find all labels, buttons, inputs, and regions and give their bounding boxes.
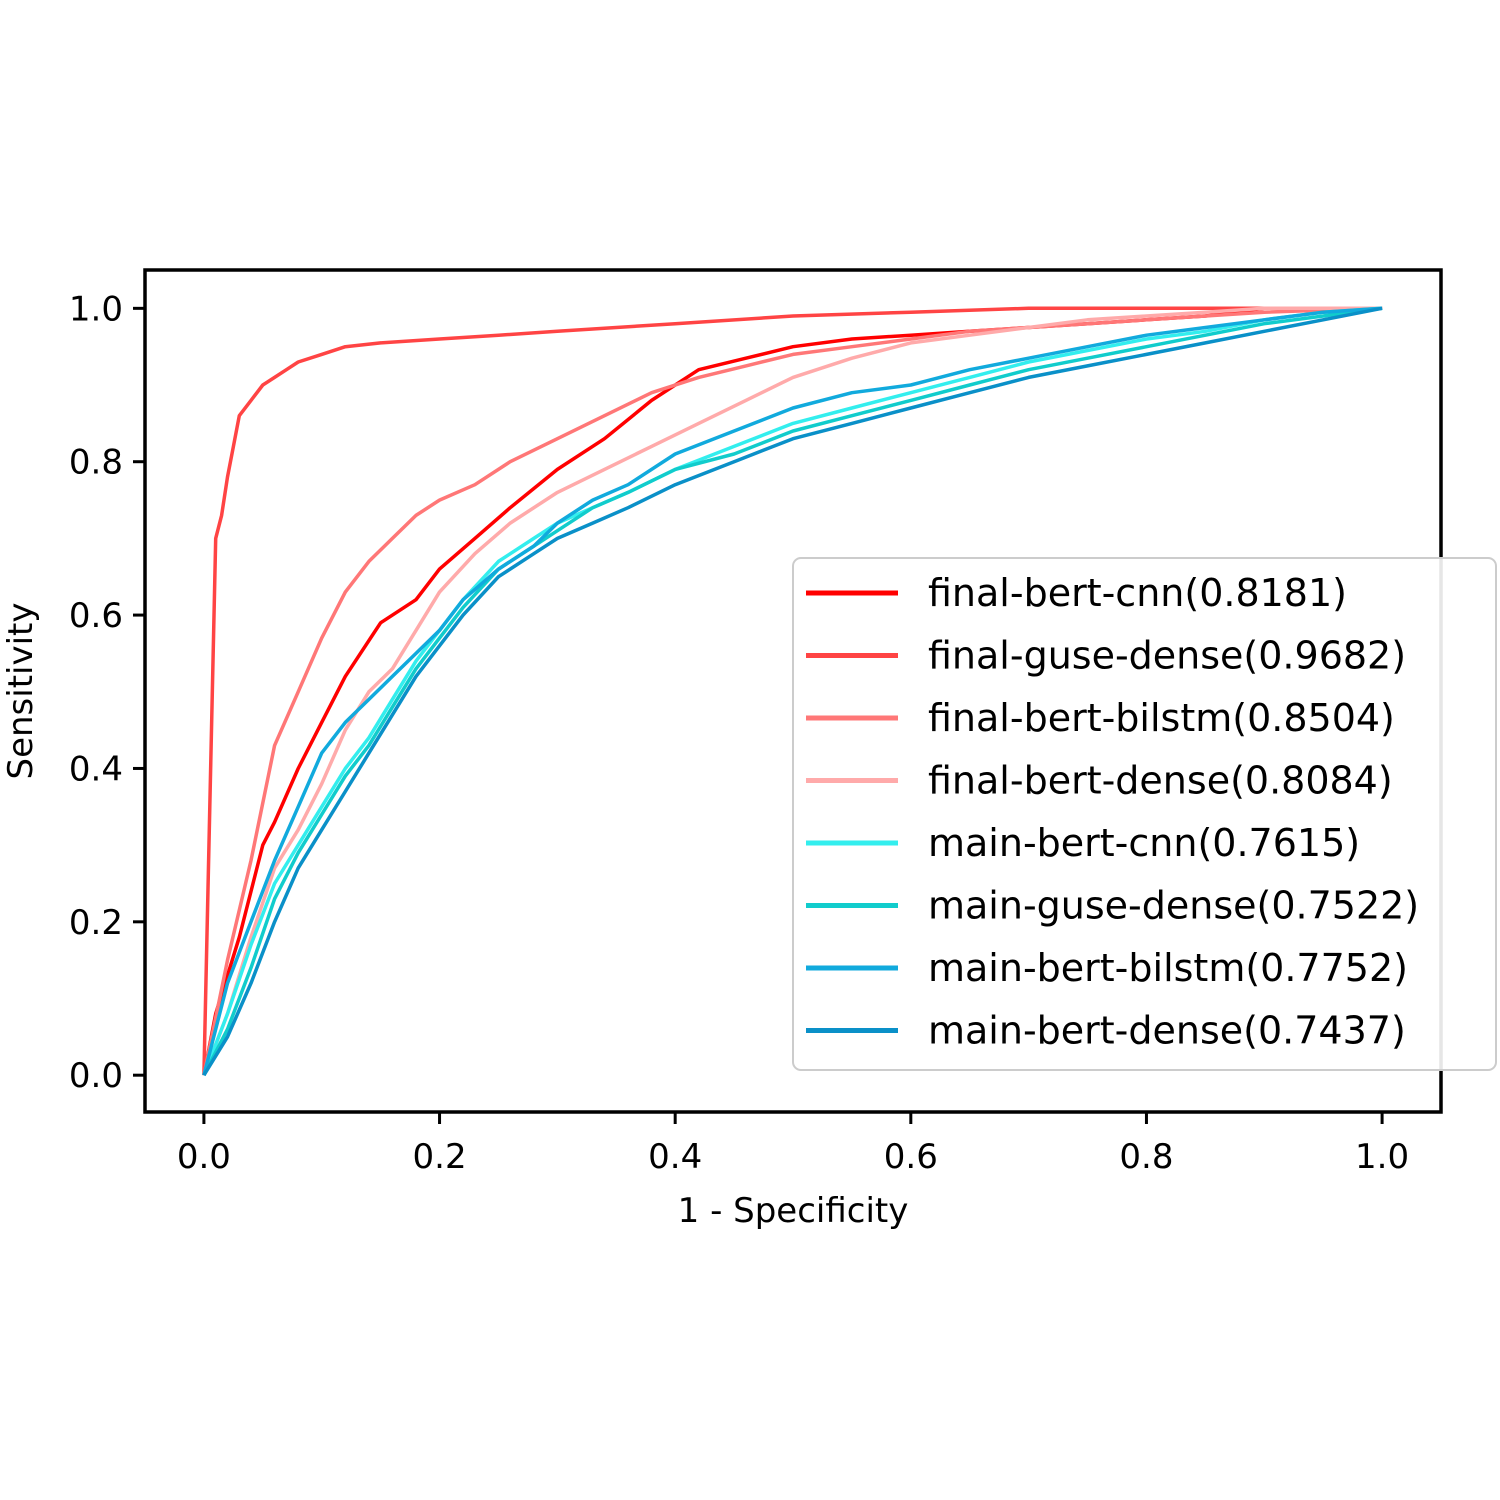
x-tick-label: 0.0 bbox=[177, 1137, 231, 1177]
legend-box bbox=[792, 557, 1497, 1071]
y-tick-label: 0.4 bbox=[69, 749, 123, 789]
x-tick-label: 0.8 bbox=[1119, 1137, 1173, 1177]
legend-label-3: final-bert-dense(0.8084) bbox=[928, 759, 1393, 803]
series-line-6 bbox=[202, 306, 1383, 1076]
x-tick-label: 0.2 bbox=[413, 1137, 467, 1177]
y-axis-label: Sensitivity bbox=[1, 602, 41, 779]
series-line-4 bbox=[202, 306, 1383, 1076]
x-axis-ticks: 0.0 0.2 0.4 0.6 0.8 1.0 bbox=[177, 1112, 1409, 1177]
y-tick-label: 1.0 bbox=[69, 289, 123, 329]
y-tick-label: 0.2 bbox=[69, 903, 123, 943]
series-line-2 bbox=[202, 306, 1383, 1076]
y-tick-label: 0.8 bbox=[69, 443, 123, 483]
series-line-3 bbox=[202, 306, 1383, 1076]
legend-label-2: final-bert-bilstm(0.8504) bbox=[928, 696, 1395, 740]
series-layer bbox=[202, 306, 1383, 1077]
y-tick-label: 0.0 bbox=[69, 1056, 123, 1096]
series-line-5 bbox=[202, 306, 1383, 1076]
y-axis-ticks: 0.0 0.2 0.4 0.6 0.8 1.0 bbox=[69, 289, 145, 1096]
series-line-1 bbox=[202, 306, 1383, 1076]
legend-label-1: final-guse-dense(0.9682) bbox=[928, 634, 1406, 678]
legend-label-7: main-bert-dense(0.7437) bbox=[928, 1009, 1406, 1053]
legend-label-0: final-bert-cnn(0.8181) bbox=[928, 571, 1347, 615]
x-tick-label: 0.6 bbox=[884, 1137, 938, 1177]
legend: final-bert-cnn(0.8181) final-guse-dense(0… bbox=[792, 557, 1497, 1071]
legend-label-5: main-guse-dense(0.7522) bbox=[928, 884, 1419, 928]
x-tick-label: 1.0 bbox=[1355, 1137, 1409, 1177]
x-tick-label: 0.4 bbox=[648, 1137, 702, 1177]
legend-label-4: main-bert-cnn(0.7615) bbox=[928, 821, 1360, 865]
legend-label-6: main-bert-bilstm(0.7752) bbox=[928, 946, 1408, 990]
y-tick-label: 0.6 bbox=[69, 596, 123, 636]
series-line-7 bbox=[202, 306, 1383, 1077]
x-axis-label: 1 - Specificity bbox=[678, 1191, 909, 1231]
